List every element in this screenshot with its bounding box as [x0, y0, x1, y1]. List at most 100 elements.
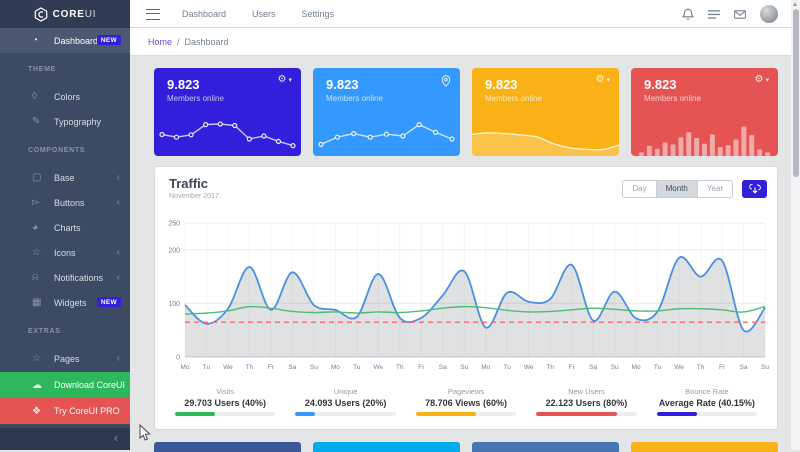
list-icon[interactable] — [708, 8, 720, 21]
card-settings-dropdown[interactable]: ⚙ ▾ — [596, 75, 610, 85]
bell-icon: ⍾ — [32, 272, 39, 283]
x-axis-tick: Fr — [418, 364, 425, 371]
location-pin-icon[interactable] — [441, 75, 451, 87]
y-axis-tick: 250 — [168, 221, 180, 228]
sidebar-item-base[interactable]: ▢ Base ‹ — [0, 165, 130, 190]
breadcrumb: Home / Dashboard — [130, 28, 800, 56]
coreui-logo-icon — [34, 6, 47, 22]
sidebar-group-title-theme: THEME — [28, 66, 56, 73]
breadcrumb-home-link[interactable]: Home — [148, 36, 173, 47]
widgets-icon: ▦ — [32, 297, 42, 308]
x-axis-tick: Mo — [180, 364, 189, 371]
x-axis-tick: Tu — [353, 364, 361, 371]
sidebar-item-label: Charts — [54, 222, 81, 233]
bell-icon[interactable] — [682, 8, 694, 21]
mail-icon[interactable] — [734, 8, 746, 21]
x-axis-tick: We — [223, 364, 233, 371]
navbar-link-users[interactable]: Users — [252, 9, 276, 19]
traffic-stat-label: Unique — [333, 387, 358, 396]
navbar-links: Dashboard Users Settings — [182, 0, 334, 28]
traffic-stat-value: 78.706 Views (60%) — [425, 398, 507, 408]
sidebar-item-label: Colors — [54, 91, 81, 102]
traffic-card: Traffic November 2017 Day Month Year 250 20… — [154, 166, 778, 430]
sidebar-item-dashboard[interactable]: ◔ Dashboard NEW — [0, 28, 130, 53]
sidebar-group-title-extras: EXTRAS — [28, 328, 61, 335]
progress-bar — [175, 412, 276, 416]
menu-toggle-button[interactable] — [146, 9, 160, 20]
stat-card-label: Members online — [644, 94, 701, 103]
try-coreui-pro-label: Try CoreUI PRO — [54, 406, 120, 416]
traffic-stats-row: Visits 29.703 Users (40%) Unique 24.093 Use… — [165, 387, 767, 416]
stat-card-3[interactable]: 9.823 Members online ⚙ ▾ — [472, 68, 619, 156]
sidebar-item-download-coreui[interactable]: ☁ Download CoreUI — [0, 372, 130, 398]
breadcrumb-current: Dashboard — [184, 36, 229, 47]
x-axis-tick: Th — [697, 364, 705, 371]
sidebar-item-icons[interactable]: ☆ Icons ‹ — [0, 240, 130, 265]
chart-download-button[interactable] — [742, 180, 767, 198]
sidebar-item-pages[interactable]: ☆ Pages ‹ — [0, 346, 130, 371]
star-icon: ☆ — [32, 247, 41, 258]
sidebar-item-buttons[interactable]: ▻ Buttons ‹ — [0, 190, 130, 215]
x-axis-tick: Th — [546, 364, 554, 371]
sidebar-item-charts[interactable]: ◕ Charts — [0, 215, 130, 240]
brand[interactable]: COREUI — [0, 0, 130, 28]
range-button-year[interactable]: Year — [696, 180, 733, 198]
x-axis-tick: We — [674, 364, 684, 371]
traffic-stat-visits: Visits 29.703 Users (40%) — [165, 387, 285, 416]
range-button-day[interactable]: Day — [622, 180, 657, 198]
stat-card-value: 9.823 — [167, 77, 200, 92]
chevron-left-icon: ‹ — [116, 271, 120, 283]
card-settings-dropdown[interactable]: ⚙ ▾ — [755, 75, 769, 85]
scrollbar-up-arrow[interactable] — [793, 2, 797, 6]
stat-card-1[interactable]: 9.823 Members online ⚙ ▾ — [154, 68, 301, 156]
sidebar-item-colors[interactable]: ◊ Colors — [0, 84, 130, 109]
page-scrollbar[interactable] — [791, 0, 800, 450]
x-axis-tick: Tu — [654, 364, 662, 371]
stat-card-sparkline — [318, 122, 455, 148]
x-axis-tick: Su — [611, 364, 619, 371]
top-navbar: Dashboard Users Settings — [130, 0, 800, 28]
sidebar-item-typography[interactable]: ✎ Typography — [0, 109, 130, 134]
traffic-stat-value: 24.093 Users (20%) — [304, 398, 387, 408]
y-axis-tick: 0 — [176, 355, 180, 362]
x-axis-tick: Su — [460, 364, 468, 371]
sidebar-item-widgets[interactable]: ▦ Widgets NEW — [0, 290, 130, 315]
progress-bar-fill — [175, 412, 216, 416]
social-card-facebook[interactable] — [154, 442, 301, 452]
progress-bar — [536, 412, 637, 416]
navbar-link-dashboard[interactable]: Dashboard — [182, 9, 227, 19]
x-axis-tick: We — [374, 364, 384, 371]
stat-card-label: Members online — [326, 94, 383, 103]
traffic-stat-label: Visits — [216, 387, 235, 396]
progress-bar — [656, 412, 758, 416]
navbar-icons — [682, 0, 778, 28]
layers-icon: ❖ — [32, 405, 41, 417]
sidebar-item-try-coreui-pro[interactable]: ❖ Try CoreUI PRO — [0, 398, 130, 424]
sidebar-item-notifications[interactable]: ⍾ Notifications ‹ — [0, 265, 130, 290]
sidebar-item-label: Base — [54, 172, 75, 183]
stat-card-value: 9.823 — [485, 77, 518, 92]
user-avatar[interactable] — [760, 5, 778, 23]
new-badge: NEW — [96, 297, 121, 307]
x-axis-tick: Su — [310, 364, 318, 371]
x-axis-tick: Th — [246, 364, 254, 371]
new-badge: NEW — [96, 35, 121, 45]
sidebar-minimizer[interactable]: ‹ — [0, 428, 130, 450]
card-settings-dropdown[interactable]: ⚙ ▾ — [278, 75, 292, 85]
range-button-month[interactable]: Month — [655, 180, 698, 198]
stat-card-4[interactable]: 9.823 Members online ⚙ ▾ — [631, 68, 778, 156]
sidebar-item-label: Notifications — [54, 272, 104, 283]
stat-card-2[interactable]: 9.823 Members online — [313, 68, 460, 156]
x-axis-tick: We — [524, 364, 534, 371]
chevron-left-icon: ‹ — [116, 171, 120, 183]
social-card-events[interactable] — [631, 442, 778, 452]
traffic-stat-value: Average Rate (40.15%) — [658, 398, 755, 408]
traffic-stat-new-users: New Users 22.123 Users (80%) — [526, 387, 646, 416]
social-card-linkedin[interactable] — [472, 442, 619, 452]
range-button-group: Day Month Year — [622, 180, 733, 198]
scrollbar-thumb[interactable] — [792, 9, 799, 177]
navbar-link-settings[interactable]: Settings — [301, 9, 335, 19]
stat-card-sparkline — [159, 121, 296, 149]
social-card-twitter[interactable] — [313, 442, 460, 452]
